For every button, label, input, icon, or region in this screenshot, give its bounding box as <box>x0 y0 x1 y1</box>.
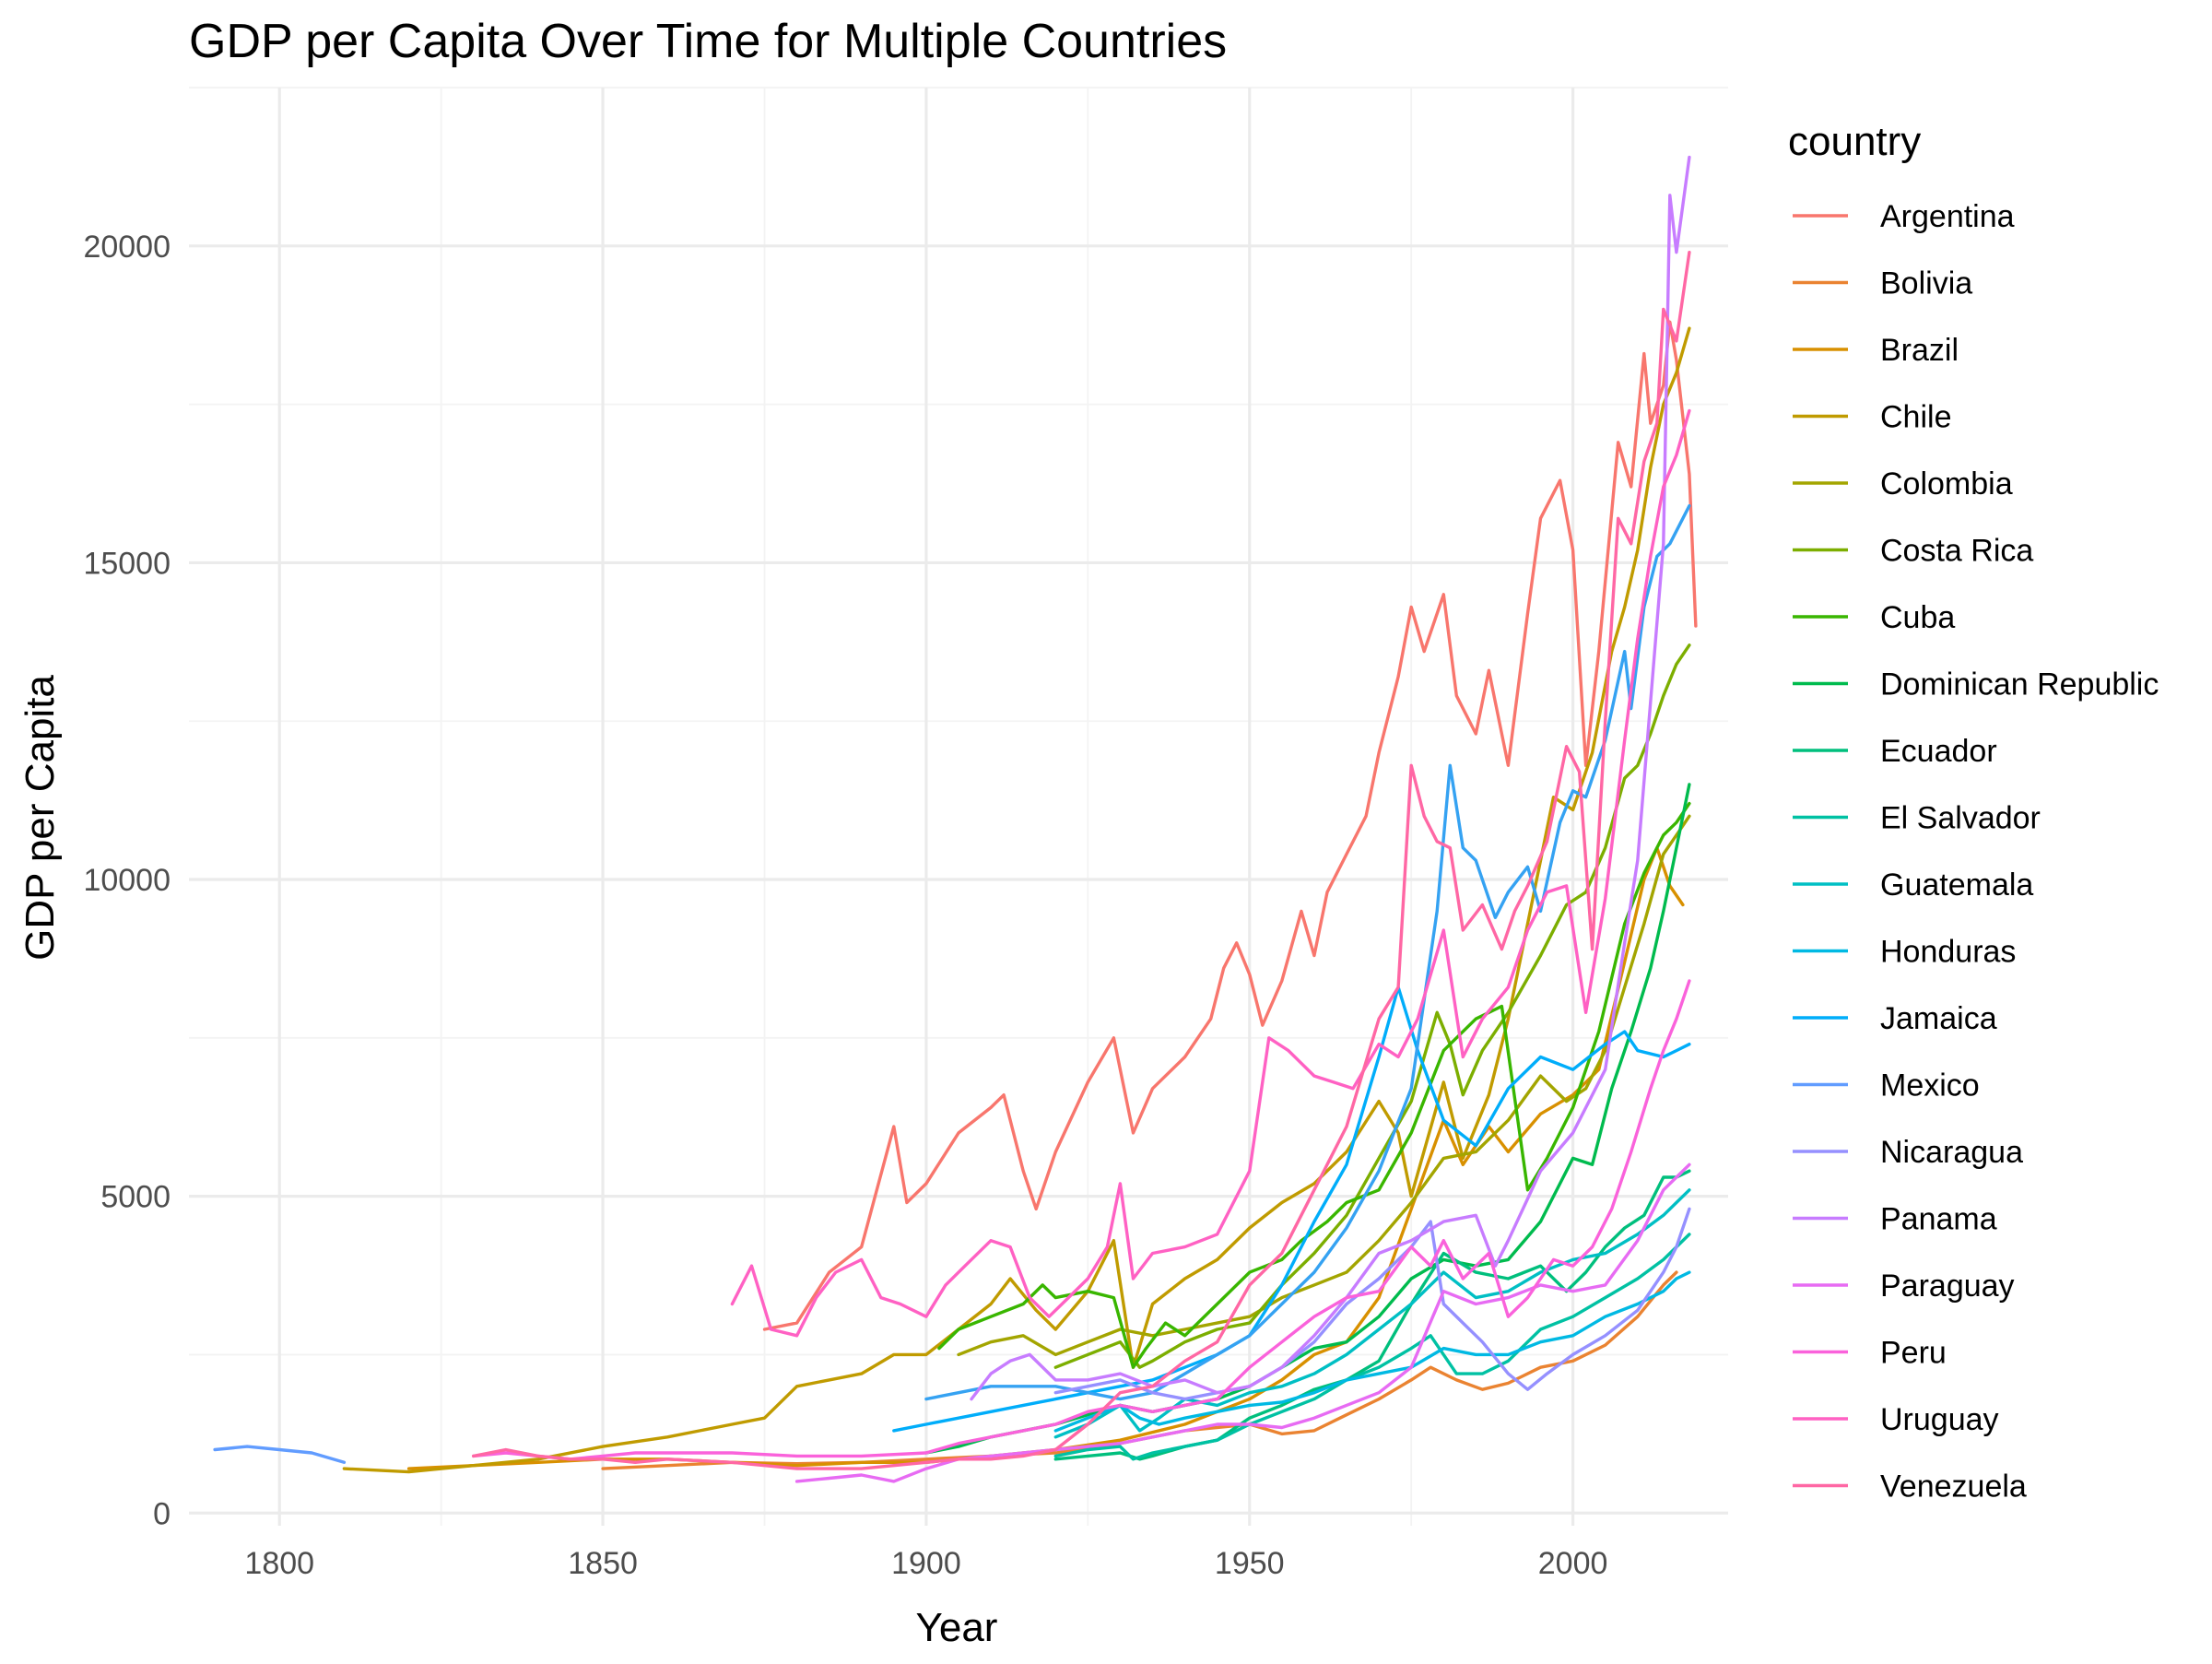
series-line-chile <box>342 326 1691 1474</box>
y-axis-ticks: 0 5000 10000 15000 20000 <box>83 230 171 1531</box>
legend-label-peru: Peru <box>1880 1336 1947 1371</box>
legend-label-bolivia: Bolivia <box>1880 266 1972 301</box>
series-line-panama <box>970 155 1691 1401</box>
legend-label-panama: Panama <box>1880 1202 1997 1237</box>
legend-label-mexico: Mexico <box>1880 1068 1980 1103</box>
legend-label-argentina: Argentina <box>1880 199 2015 234</box>
series-line-el-salvador <box>1053 1233 1691 1461</box>
legend-label-brazil: Brazil <box>1880 333 1959 368</box>
legend: country Argentina Bolivia Brazil Chile Colom… <box>1788 119 2159 1505</box>
series-line-peru <box>472 979 1691 1461</box>
series-line-mexico <box>924 503 1691 1401</box>
series-line-honduras <box>1053 1270 1691 1433</box>
series-line-nicaragua <box>1053 1207 1691 1401</box>
legend-label-honduras: Honduras <box>1880 935 2016 970</box>
y-tick-label: 10000 <box>83 863 171 898</box>
chart-title: GDP per Capita Over Time for Multiple Co… <box>189 15 1227 68</box>
grid <box>189 87 1728 1526</box>
y-tick-label: 0 <box>153 1496 171 1531</box>
legend-label-nicaragua: Nicaragua <box>1880 1135 2023 1170</box>
series-line-jamaica <box>892 985 1691 1433</box>
series-line-costa-rica <box>1053 643 1691 1369</box>
legend-label-chile: Chile <box>1880 400 1951 435</box>
legend-label-ecuador: Ecuador <box>1880 734 1997 769</box>
y-tick-label: 5000 <box>100 1180 171 1215</box>
x-tick-label: 1800 <box>244 1546 314 1581</box>
y-tick-label: 15000 <box>83 546 171 581</box>
series-line-uruguay <box>730 408 1691 1338</box>
series-line-argentina <box>762 320 1698 1331</box>
x-axis-ticks: 1800 1850 1900 1950 2000 <box>244 1546 1607 1581</box>
legend-label-dominican-republic: Dominican Republic <box>1880 667 2159 702</box>
x-tick-label: 2000 <box>1538 1546 1608 1581</box>
series-lines <box>213 155 1698 1483</box>
series-line-venezuela <box>472 251 1691 1470</box>
legend-label-guatemala: Guatemala <box>1880 867 2033 903</box>
x-tick-label: 1950 <box>1215 1546 1285 1581</box>
series-line-brazil <box>406 846 1685 1470</box>
series-line-mexico <box>213 1445 347 1464</box>
legend-label-cuba: Cuba <box>1880 600 1955 635</box>
x-tick-label: 1900 <box>891 1546 961 1581</box>
y-axis-title: GDP per Capita <box>18 675 63 961</box>
legend-label-venezuela: Venezuela <box>1880 1469 2027 1505</box>
series-line-colombia <box>957 814 1691 1357</box>
x-tick-label: 1850 <box>568 1546 638 1581</box>
y-tick-label: 20000 <box>83 230 171 265</box>
legend-label-el-salvador: El Salvador <box>1880 801 2041 836</box>
series-line-cuba <box>937 801 1691 1369</box>
legend-label-uruguay: Uruguay <box>1880 1402 1999 1437</box>
legend-label-colombia: Colombia <box>1880 466 2013 502</box>
legend-label-costa-rica: Costa Rica <box>1880 534 2033 569</box>
legend-label-paraguay: Paraguay <box>1880 1269 2015 1304</box>
legend-label-jamaica: Jamaica <box>1880 1001 1997 1036</box>
x-axis-title: Year <box>916 1605 998 1650</box>
legend-title: country <box>1788 119 1921 164</box>
